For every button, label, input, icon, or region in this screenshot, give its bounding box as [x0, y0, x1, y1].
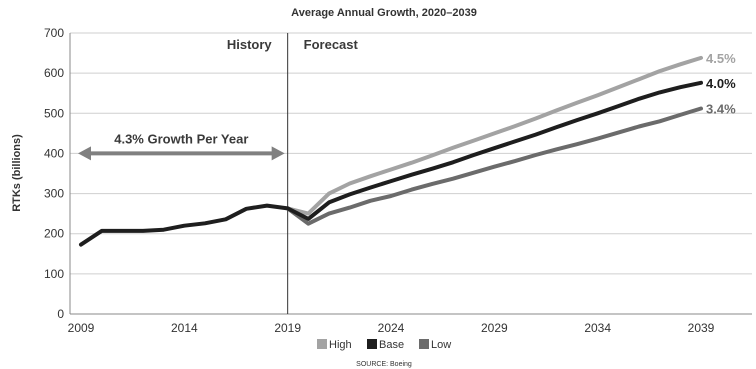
y-tick-label: 600 [44, 66, 64, 80]
x-tick-label: 2029 [481, 321, 508, 335]
history-line [79, 203, 290, 247]
end-label-base: 4.0% [706, 76, 736, 91]
y-tick-label: 400 [44, 146, 64, 160]
series-end-labels: 4.5% 4.0% 3.4% [706, 51, 736, 117]
y-tick-label: 200 [44, 227, 64, 241]
legend-label-high: High [329, 339, 352, 351]
y-tick-label: 100 [44, 267, 64, 281]
x-tick-label: 2024 [378, 321, 405, 335]
series-line-low [285, 106, 703, 226]
source-note: SOURCE: Boeing [356, 361, 412, 368]
legend-label-base: Base [379, 339, 404, 351]
growth-annotation: 4.3% Growth Per Year [114, 131, 248, 146]
x-tick-label: 2014 [171, 321, 198, 335]
legend-swatch-base [367, 339, 377, 349]
y-tick-label: 300 [44, 187, 64, 201]
y-axis-ticks: 0 100 200 300 400 500 600 700 [44, 26, 64, 321]
legend: High Base Low [317, 339, 451, 351]
x-tick-label: 2009 [68, 321, 95, 335]
x-tick-label: 2034 [584, 321, 611, 335]
y-tick-label: 0 [57, 307, 64, 321]
arrow-head-right [271, 146, 285, 161]
y-tick-label: 500 [44, 106, 64, 120]
end-label-low: 3.4% [706, 101, 736, 116]
legend-swatch-high [317, 339, 327, 349]
series-lines [79, 55, 703, 247]
y-tick-label: 700 [44, 26, 64, 40]
x-tick-label: 2019 [274, 321, 301, 335]
growth-arrow [78, 146, 285, 161]
forecast-label: Forecast [304, 37, 359, 52]
x-tick-label: 2039 [688, 321, 715, 335]
history-label: History [227, 37, 273, 52]
end-label-high: 4.5% [706, 51, 736, 66]
y-axis-label: RTKs (billions) [11, 134, 23, 212]
x-axis-ticks: 2009 2014 2019 2024 2029 2034 2039 [68, 321, 715, 335]
arrow-head-left [78, 146, 91, 161]
series-line-base [285, 80, 703, 221]
series-line-high [285, 55, 703, 216]
chart-title: Average Annual Growth, 2020–2039 [291, 7, 477, 19]
legend-swatch-low [419, 339, 429, 349]
legend-label-low: Low [431, 339, 451, 351]
